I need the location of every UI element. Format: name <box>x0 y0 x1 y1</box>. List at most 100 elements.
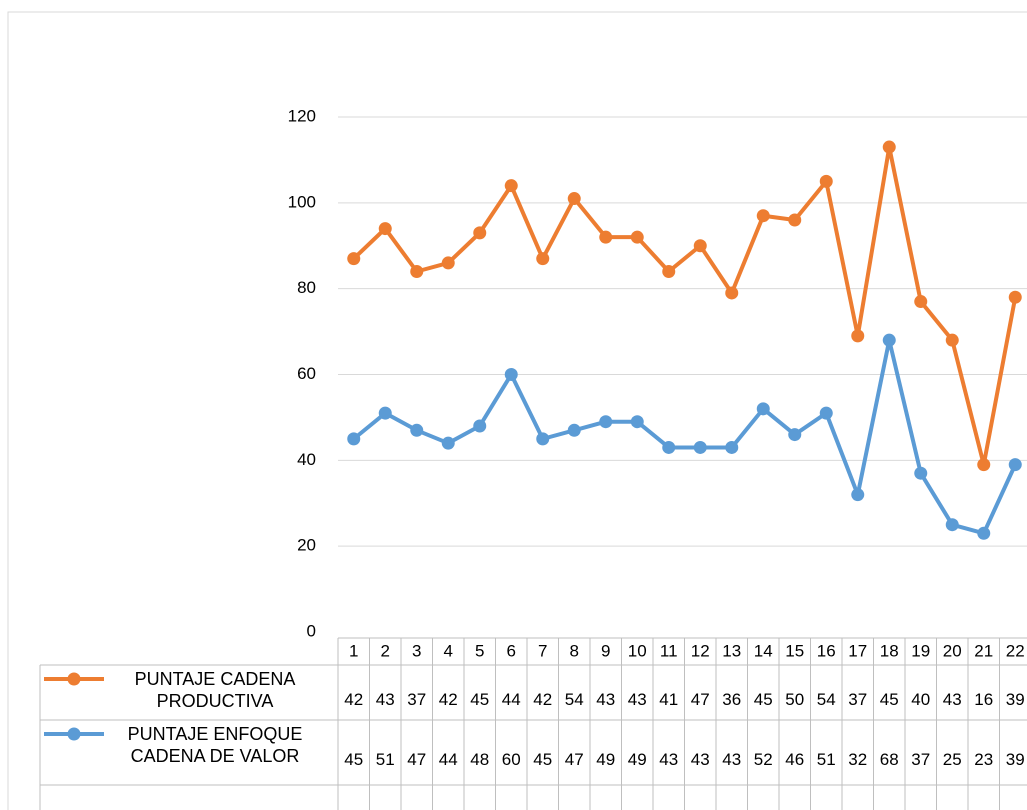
data-point <box>945 518 959 532</box>
data-point <box>567 423 581 437</box>
table-value: 37 <box>407 690 426 709</box>
data-point <box>1008 290 1022 304</box>
y-tick-label: 120 <box>288 106 316 125</box>
x-tick-label: 19 <box>911 641 930 660</box>
x-tick-label: 20 <box>943 641 962 660</box>
legend-marker <box>67 672 81 686</box>
table-value: 39 <box>1006 750 1025 769</box>
data-point <box>536 432 550 446</box>
x-tick-label: 21 <box>974 641 993 660</box>
data-point <box>441 436 455 450</box>
table-value: 43 <box>596 690 615 709</box>
data-point <box>851 488 865 502</box>
table-value: 40 <box>911 690 930 709</box>
data-point <box>1008 458 1022 472</box>
legend-label: PUNTAJE ENFOQUE CADENA DE VALOR <box>127 724 303 766</box>
table-value: 47 <box>407 750 426 769</box>
y-tick-label: 20 <box>297 536 316 555</box>
table-value: 54 <box>817 690 836 709</box>
data-point <box>756 209 770 223</box>
table-value: 54 <box>565 690 584 709</box>
table-value: 46 <box>785 750 804 769</box>
data-point <box>347 252 361 266</box>
x-tick-label: 10 <box>628 641 647 660</box>
table-value: 39 <box>1006 690 1025 709</box>
data-point <box>599 230 613 244</box>
table-value: 42 <box>344 690 363 709</box>
table-value: 43 <box>628 690 647 709</box>
x-tick-label: 12 <box>691 641 710 660</box>
x-tick-label: 15 <box>785 641 804 660</box>
table-value: 43 <box>659 750 678 769</box>
x-tick-label: 1 <box>349 641 358 660</box>
x-tick-label: 18 <box>880 641 899 660</box>
data-point <box>914 295 928 309</box>
table-value: 36 <box>722 690 741 709</box>
data-point <box>662 440 676 454</box>
table-value: 49 <box>628 750 647 769</box>
x-tick-label: 13 <box>722 641 741 660</box>
x-tick-label: 7 <box>538 641 547 660</box>
data-point <box>819 174 833 188</box>
table-value: 45 <box>344 750 363 769</box>
table-value: 43 <box>376 690 395 709</box>
table-value: 43 <box>691 750 710 769</box>
x-tick-label: 16 <box>817 641 836 660</box>
table-value: 23 <box>974 750 993 769</box>
data-point <box>410 265 424 278</box>
x-tick-label: 3 <box>412 641 421 660</box>
table-value: 44 <box>439 750 458 769</box>
table-value: 45 <box>470 690 489 709</box>
table-value: 52 <box>754 750 773 769</box>
data-point <box>914 466 928 480</box>
table-value: 16 <box>974 690 993 709</box>
data-point <box>788 428 802 442</box>
table-value: 43 <box>943 690 962 709</box>
table-value: 41 <box>659 690 678 709</box>
table-value: 45 <box>533 750 552 769</box>
table-value: 42 <box>439 690 458 709</box>
table-value: 44 <box>502 690 521 709</box>
data-point <box>378 222 392 236</box>
table-value: 32 <box>848 750 867 769</box>
data-point <box>662 265 676 278</box>
data-point <box>504 368 518 381</box>
x-tick-label: 22 <box>1006 641 1025 660</box>
data-point <box>882 140 896 154</box>
data-point <box>630 415 644 429</box>
table-value: 42 <box>533 690 552 709</box>
data-point <box>599 415 613 429</box>
x-tick-label: 6 <box>507 641 516 660</box>
data-point <box>536 252 550 266</box>
data-point <box>473 226 487 240</box>
x-tick-label: 14 <box>754 641 773 660</box>
series-line <box>352 338 1018 536</box>
table-value: 47 <box>565 750 584 769</box>
x-tick-label: 11 <box>660 641 678 660</box>
y-tick-label: 0 <box>307 621 316 640</box>
data-point <box>410 423 424 437</box>
table-value: 45 <box>754 690 773 709</box>
data-point <box>378 406 392 420</box>
data-point <box>725 286 739 300</box>
legend-marker <box>67 727 81 741</box>
data-point <box>851 329 865 343</box>
table-value: 68 <box>880 750 899 769</box>
table-value: 43 <box>722 750 741 769</box>
x-tick-label: 2 <box>381 641 390 660</box>
data-point <box>567 192 581 206</box>
data-point <box>945 333 959 347</box>
data-point <box>441 256 455 270</box>
x-tick-label: 9 <box>601 641 610 660</box>
y-tick-label: 40 <box>297 450 316 469</box>
data-point <box>725 440 739 454</box>
table-value: 60 <box>502 750 521 769</box>
table-value: 48 <box>470 750 489 769</box>
data-point <box>819 406 833 420</box>
y-tick-label: 100 <box>288 192 316 211</box>
table-value: 45 <box>880 690 899 709</box>
data-point <box>347 432 361 446</box>
table-value: 47 <box>691 690 710 709</box>
